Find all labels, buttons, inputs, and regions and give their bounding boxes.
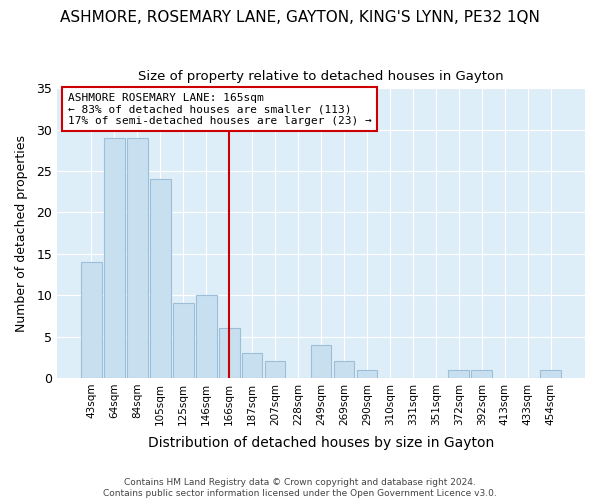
Bar bbox=[127, 138, 148, 378]
Y-axis label: Number of detached properties: Number of detached properties bbox=[15, 134, 28, 332]
Bar bbox=[104, 138, 125, 378]
Bar bbox=[196, 295, 217, 378]
Bar bbox=[334, 362, 355, 378]
X-axis label: Distribution of detached houses by size in Gayton: Distribution of detached houses by size … bbox=[148, 436, 494, 450]
Text: ASHMORE ROSEMARY LANE: 165sqm
← 83% of detached houses are smaller (113)
17% of : ASHMORE ROSEMARY LANE: 165sqm ← 83% of d… bbox=[68, 92, 371, 126]
Bar bbox=[448, 370, 469, 378]
Bar bbox=[311, 345, 331, 378]
Bar bbox=[541, 370, 561, 378]
Bar bbox=[265, 362, 286, 378]
Text: ASHMORE, ROSEMARY LANE, GAYTON, KING'S LYNN, PE32 1QN: ASHMORE, ROSEMARY LANE, GAYTON, KING'S L… bbox=[60, 10, 540, 25]
Bar bbox=[81, 262, 102, 378]
Bar bbox=[472, 370, 492, 378]
Bar bbox=[356, 370, 377, 378]
Bar bbox=[242, 353, 262, 378]
Text: Contains HM Land Registry data © Crown copyright and database right 2024.
Contai: Contains HM Land Registry data © Crown c… bbox=[103, 478, 497, 498]
Title: Size of property relative to detached houses in Gayton: Size of property relative to detached ho… bbox=[138, 70, 504, 83]
Bar bbox=[173, 304, 194, 378]
Bar bbox=[219, 328, 239, 378]
Bar bbox=[150, 180, 170, 378]
